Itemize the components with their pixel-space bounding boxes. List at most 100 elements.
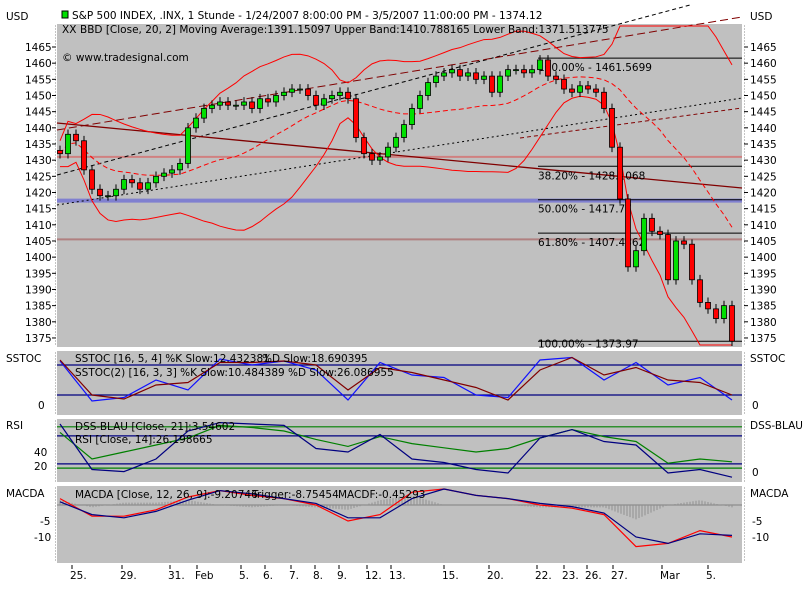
candle-body: [465, 72, 471, 77]
candle-body: [345, 91, 351, 100]
candle-body: [305, 88, 311, 96]
indicator-series-0: [59, 424, 733, 464]
price-tick-left: 1440: [25, 123, 52, 135]
x-tick-label: 12.: [365, 570, 382, 582]
candle-body: [337, 91, 343, 96]
price-tick-right: 1445: [750, 107, 777, 119]
candle-body: [721, 305, 727, 319]
macd-axis-label-left: MACDA: [6, 488, 45, 500]
x-tick-label: 5.: [706, 570, 716, 582]
price-tick-right: 1440: [750, 123, 777, 135]
price-tick-left: 1385: [25, 301, 52, 313]
candle-body: [153, 175, 159, 184]
rsi-tick-left: 40: [34, 447, 47, 459]
price-tick-left: 1445: [25, 107, 52, 119]
sstoc-axis-label-right: SSTOC: [750, 353, 785, 365]
trendline-lower-dotted: [56, 97, 743, 206]
x-tick-label: 13.: [389, 570, 406, 582]
price-tick-right: 1380: [750, 317, 777, 329]
price-tick-right: 1415: [750, 204, 777, 216]
candle-body: [505, 69, 511, 77]
candle-body: [625, 198, 631, 268]
candle-body: [113, 188, 119, 197]
price-tick-right: 1390: [750, 284, 777, 296]
candle-body: [633, 250, 639, 268]
price-tick-right: 1400: [750, 252, 777, 264]
rsi-axis-label-left: RSI: [6, 420, 23, 432]
indicator-series-1: [59, 356, 733, 401]
candle-body: [353, 98, 359, 138]
sstoc-tick-right: 0: [752, 400, 759, 412]
price-tick-right: 1450: [750, 90, 777, 102]
x-tick-label: 26.: [585, 570, 602, 582]
price-tick-left: 1380: [25, 317, 52, 329]
candle-body: [521, 69, 527, 74]
sstoc-legend-k: SSTOC [16, 5, 4] %K Slow:12.432381: [75, 353, 270, 365]
candle-body: [649, 217, 655, 232]
candle-body: [89, 169, 95, 190]
candle-body: [497, 75, 503, 93]
candle-body: [457, 69, 463, 77]
macd-tick-left: -5: [40, 516, 50, 528]
candle-body: [537, 59, 543, 71]
candle-body: [673, 240, 679, 281]
fibonacci-label: 100.00% - 1461.5699: [538, 62, 652, 74]
fibonacci-label: 100.00% - 1373.97: [538, 338, 639, 350]
indicator-series-1: [59, 421, 733, 478]
candle-body: [641, 217, 647, 252]
candle-body: [393, 137, 399, 148]
candle-body: [665, 234, 671, 281]
fibonacci-label: 61.80% - 1407.4362: [538, 237, 645, 249]
price-tick-left: 1405: [25, 236, 52, 248]
price-tick-left: 1455: [25, 74, 52, 86]
panel-background-2: [57, 419, 742, 482]
candle-body: [697, 279, 703, 303]
trigger-legend: Trigger:-8.75454: [251, 489, 339, 501]
bollinger-legend: BBD [Close, 20, 2] Moving Average:1391.1…: [80, 24, 609, 36]
candle-body: [265, 98, 271, 103]
indicator-remove-icon: XX: [62, 24, 76, 36]
dss-axis-label-right: DSS-BLAU: [750, 420, 803, 432]
candle-body: [577, 85, 583, 93]
price-tick-right: 1425: [750, 171, 777, 183]
price-tick-left: 1465: [25, 42, 52, 54]
x-tick-label: 9.: [337, 570, 347, 582]
candle-body: [241, 101, 247, 106]
candle-body: [657, 230, 663, 235]
macd-tick-left: -10: [34, 532, 51, 544]
price-tick-right: 1420: [750, 187, 777, 199]
dss-legend: DSS-BLAU [Close, 21]:3.54602: [75, 421, 235, 433]
x-tick-label: 6.: [263, 570, 273, 582]
x-tick-label: 20.: [487, 570, 504, 582]
candle-body: [121, 179, 127, 190]
price-tick-left: 1390: [25, 284, 52, 296]
price-tick-left: 1425: [25, 171, 52, 183]
candle-body: [249, 101, 255, 109]
x-tick-label: 27.: [611, 570, 628, 582]
watermark: © www.tradesignal.com: [62, 52, 189, 64]
candle-body: [481, 75, 487, 80]
candle-body: [529, 69, 535, 74]
price-tick-right: 1455: [750, 74, 777, 86]
price-tick-right: 1460: [750, 58, 777, 70]
candle-body: [713, 308, 719, 319]
candle-body: [225, 101, 231, 106]
x-tick-label: 7.: [289, 570, 299, 582]
trendline-upper-dashed: [56, 4, 691, 176]
candle-body: [57, 150, 63, 155]
candle-body: [233, 104, 239, 107]
x-tick-label: Mar: [660, 570, 680, 582]
candle-body: [617, 146, 623, 200]
candle-body: [585, 85, 591, 90]
dss-tick-right: 0: [752, 467, 759, 479]
candle-body: [145, 182, 151, 190]
trendline-descending: [56, 122, 743, 189]
price-unit-left: USD: [6, 11, 28, 23]
rsi-legend: RSI [Close, 14]:26.198665: [75, 434, 213, 446]
candle-body: [473, 72, 479, 80]
candle-body: [161, 172, 167, 177]
bollinger-upper-band: [59, 25, 733, 141]
candle-body: [561, 78, 567, 90]
candle-body: [433, 75, 439, 83]
sstoc-axis-label-left: SSTOC: [6, 353, 41, 365]
